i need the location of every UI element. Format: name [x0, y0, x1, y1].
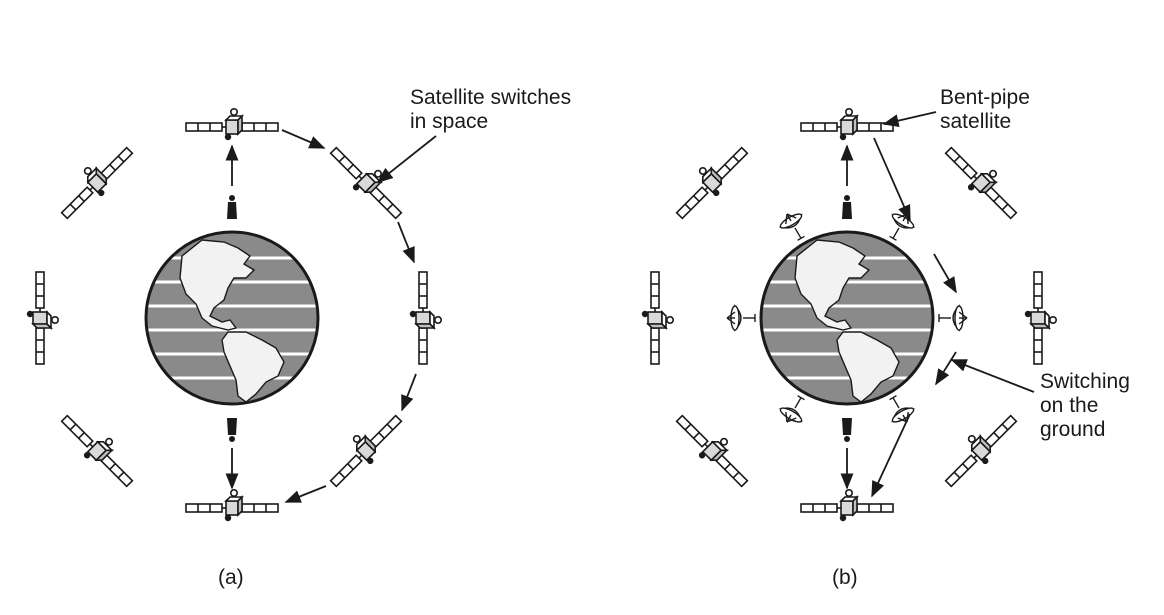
ground-link-arrow: [933, 253, 957, 294]
satellite-dish-icon: [775, 207, 813, 246]
satellite-dish-icon: [726, 305, 756, 331]
satellite-icon: [800, 488, 894, 522]
inter-satellite-arrow: [281, 129, 326, 149]
person-icon: [227, 418, 237, 442]
satellite-icon: [665, 136, 755, 226]
inter-satellite-arrow: [397, 221, 415, 264]
satellite-icon: [938, 136, 1028, 226]
bent-pipe-label: Bent-pipe satellite: [940, 86, 1030, 133]
caption-a: (a): [218, 566, 244, 589]
satellite-icon: [409, 271, 443, 365]
bent-pipe-arrow: [871, 413, 911, 498]
satellite-icon: [1024, 271, 1057, 365]
satellite-dish-icon: [881, 390, 919, 429]
inter-satellite-arrow: [401, 373, 417, 412]
satellite-icon: [641, 271, 675, 365]
satellite-icon: [26, 271, 60, 365]
label-pointer-arrow: [376, 135, 437, 184]
person-icon: [842, 195, 852, 219]
satellite-dish-icon: [938, 305, 968, 331]
caption-b: (b): [832, 566, 858, 589]
satellite-icon: [800, 108, 894, 141]
satellite-dish-icon: [775, 390, 813, 429]
ground-link-arrow: [935, 351, 957, 386]
satellite-icon: [185, 108, 279, 141]
satellite-switches-label: Satellite switches in space: [410, 86, 572, 133]
satellite-icon: [50, 136, 140, 226]
satellite-icon: [934, 404, 1024, 494]
satellite-icon: [323, 136, 413, 226]
satellite-dish-icon: [881, 207, 919, 246]
satellite-icon: [185, 488, 279, 522]
satellite-icon: [669, 404, 759, 494]
satellite-icon: [319, 404, 409, 494]
earth-globe-icon: [140, 230, 324, 406]
earth-globe-icon: [755, 230, 939, 406]
person-icon: [842, 418, 852, 442]
label-pointer-arrow: [882, 111, 937, 128]
bent-pipe-arrow: [873, 137, 911, 222]
inter-satellite-arrow: [284, 485, 327, 503]
switching-on-ground-label: Switching on the ground: [1040, 370, 1130, 441]
label-pointer-arrow: [950, 359, 1035, 393]
person-icon: [227, 195, 237, 219]
satellite-icon: [54, 404, 144, 494]
